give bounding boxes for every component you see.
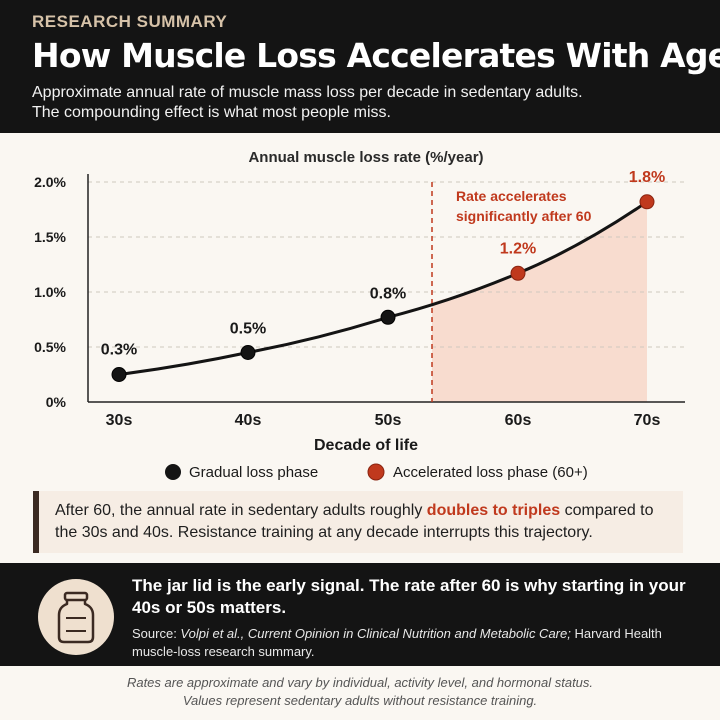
accelerated-data-point (510, 265, 526, 281)
annotation-text: Rate accelerates (456, 188, 567, 204)
legend-marker-gradual (165, 464, 181, 480)
y-tick-label: 2.0% (34, 174, 66, 190)
x-tick-label: 60s (505, 412, 532, 429)
data-label: 0.5% (230, 321, 266, 338)
band-text: The jar lid is the early signal. The rat… (132, 575, 692, 661)
subtitle-line-2: The compounding effect is what most peop… (32, 104, 391, 121)
kicker: RESEARCH SUMMARY (32, 12, 228, 31)
callout-text-before: After 60, the annual rate in sedentary a… (55, 502, 427, 519)
data-label: 0.3% (101, 342, 137, 359)
y-tick-label: 0.5% (34, 339, 66, 355)
legend-label-gradual: Gradual loss phase (189, 464, 318, 481)
chart-title: Annual muscle loss rate (%/year) (248, 149, 483, 166)
y-tick-label: 0% (46, 394, 67, 410)
source-rest: Harvard Health muscle-loss research summ… (132, 626, 662, 659)
legend-label-accelerated: Accelerated loss phase (60+) (393, 464, 588, 481)
source-journal: Volpi et al., Current Opinion in Clinica… (180, 626, 571, 641)
data-label: 1.2% (500, 240, 536, 257)
bottom-band: The jar lid is the early signal. The rat… (0, 563, 720, 666)
gradual-data-point (240, 345, 256, 360)
band-headline: The jar lid is the early signal. The rat… (132, 576, 686, 617)
x-tick-label: 50s (375, 412, 402, 429)
source-prefix: Source: (132, 626, 181, 641)
jar-icon-badge (38, 579, 114, 655)
legend-marker-accelerated (367, 463, 385, 481)
page-title: How Muscle Loss Accelerates With Age (32, 36, 720, 75)
y-tick-label: 1.0% (34, 284, 66, 300)
data-label: 1.8% (629, 169, 665, 186)
footer-note: Rates are approximate and vary by indivi… (0, 666, 720, 720)
jar-icon (57, 591, 95, 644)
data-label: 0.8% (370, 285, 406, 302)
annotation-text: significantly after 60 (456, 208, 592, 224)
gradual-data-point (380, 309, 396, 325)
footer-line-1: Rates are approximate and vary by indivi… (126, 675, 594, 690)
y-tick-label: 1.5% (34, 229, 66, 245)
footer-line-2: Values represent sedentary adults withou… (182, 693, 538, 708)
x-axis-title: Decade of life (314, 437, 418, 454)
callout-text-after: compared to the 30s and 40s. Resistance … (55, 502, 654, 541)
x-tick-label: 70s (634, 412, 661, 429)
line-chart: Annual muscle loss rate (%/year) 0% 0.5% 1.… (34, 149, 685, 481)
subtitle-line-1: Approximate annual rate of muscle mass l… (32, 84, 583, 101)
header: RESEARCH SUMMARY How Muscle Loss Acceler… (0, 0, 720, 133)
x-tick-label: 30s (106, 412, 133, 429)
subtitle: Approximate annual rate of muscle mass l… (32, 83, 688, 123)
callout: After 60, the annual rate in sedentary a… (33, 491, 683, 553)
accelerated-data-point (639, 194, 655, 210)
accelerated-phase-shading (432, 201, 647, 402)
x-tick-label: 40s (235, 412, 262, 429)
gradual-data-point (111, 367, 127, 382)
source-citation: Source: Volpi et al., Current Opinion in… (132, 625, 692, 661)
callout-highlight: doubles to triples (426, 502, 561, 519)
